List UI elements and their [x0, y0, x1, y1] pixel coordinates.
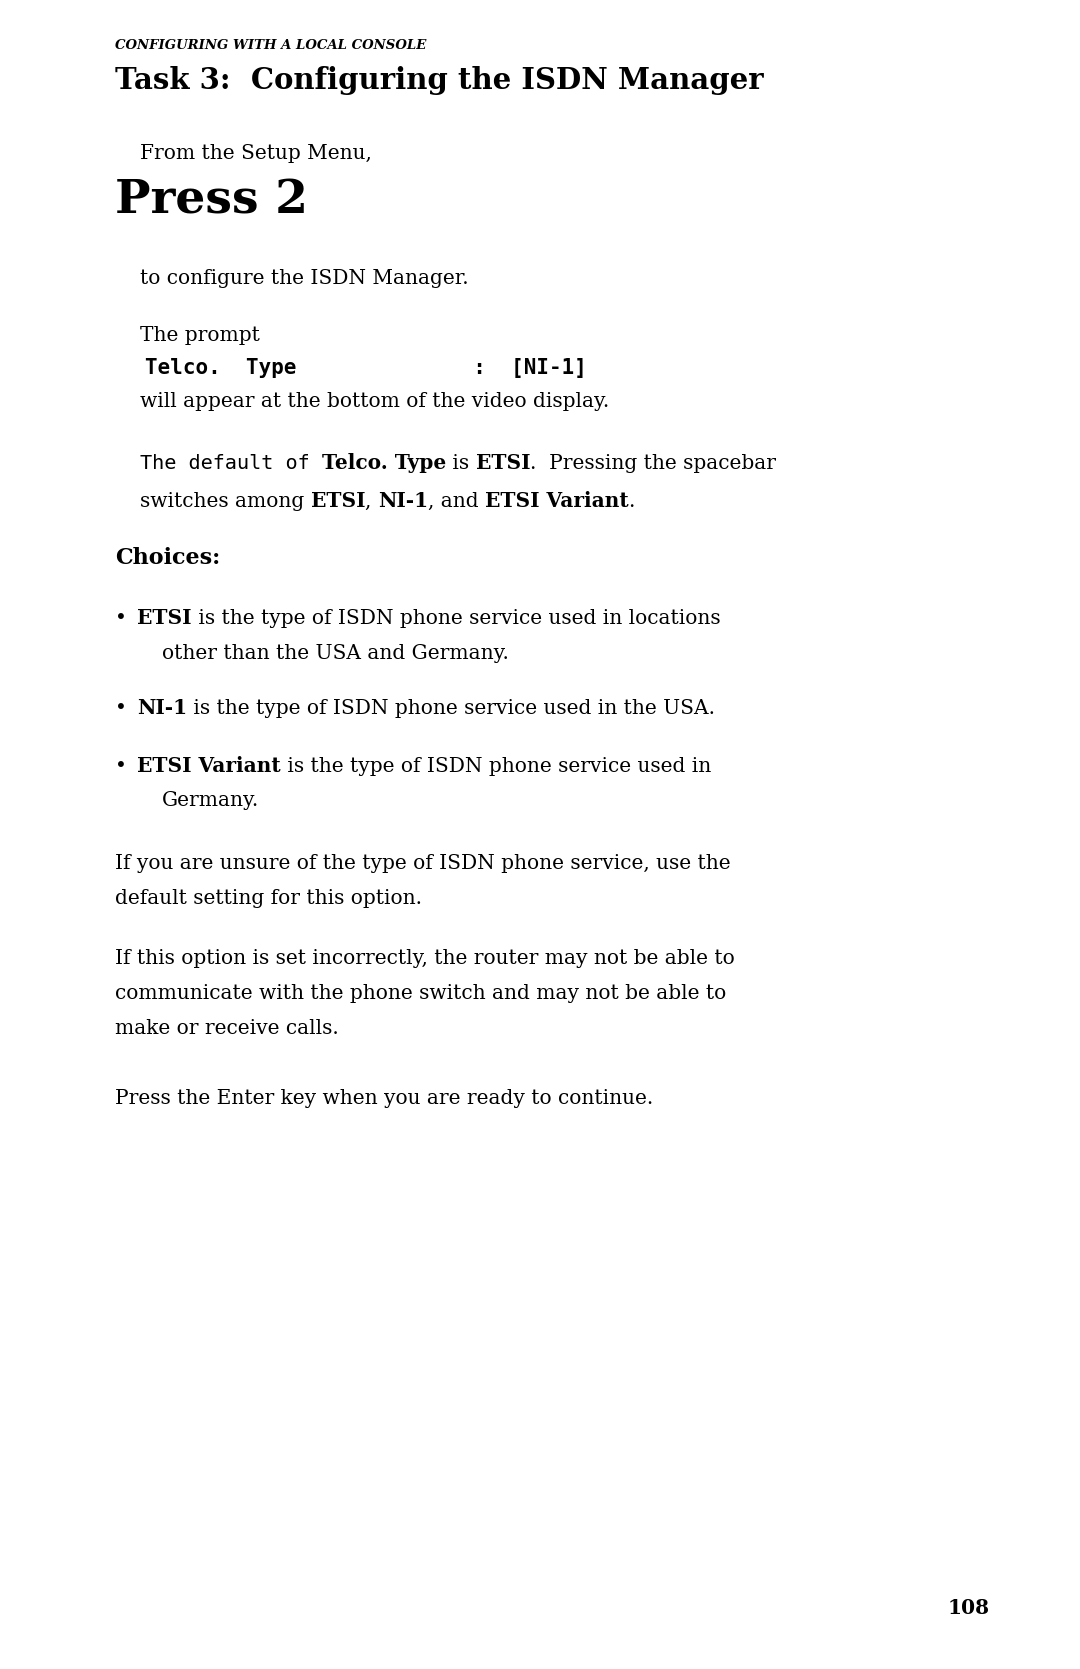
- Text: •: •: [114, 758, 126, 776]
- Text: default setting for this option.: default setting for this option.: [114, 890, 422, 908]
- Text: ETSI Variant: ETSI Variant: [137, 756, 281, 776]
- Text: •: •: [114, 699, 126, 718]
- Text: CONFIGURING WITH A LOCAL CONSOLE: CONFIGURING WITH A LOCAL CONSOLE: [114, 38, 427, 52]
- Text: communicate with the phone switch and may not be able to: communicate with the phone switch and ma…: [114, 985, 726, 1003]
- Text: other than the USA and Germany.: other than the USA and Germany.: [162, 644, 509, 663]
- Text: The default of: The default of: [140, 454, 322, 472]
- Text: ETSI Variant: ETSI Variant: [485, 491, 629, 511]
- Text: NI-1: NI-1: [378, 491, 428, 511]
- Text: From the Setup Menu,: From the Setup Menu,: [140, 144, 372, 164]
- Text: Germany.: Germany.: [162, 791, 259, 809]
- Text: .  Pressing the spacebar: . Pressing the spacebar: [530, 454, 777, 472]
- Text: Press 2: Press 2: [114, 179, 308, 224]
- Text: make or receive calls.: make or receive calls.: [114, 1020, 339, 1038]
- Text: If this option is set incorrectly, the router may not be able to: If this option is set incorrectly, the r…: [114, 950, 734, 968]
- Text: is the type of ISDN phone service used in locations: is the type of ISDN phone service used i…: [191, 609, 720, 628]
- Text: The prompt: The prompt: [140, 325, 260, 345]
- Text: ETSI: ETSI: [137, 608, 191, 628]
- Text: .: .: [629, 492, 635, 511]
- Text: NI-1: NI-1: [137, 698, 187, 718]
- Text: is the type of ISDN phone service used in: is the type of ISDN phone service used i…: [281, 758, 711, 776]
- Text: , and: , and: [428, 492, 485, 511]
- Text: ,: ,: [365, 492, 378, 511]
- Text: Press the Enter key when you are ready to continue.: Press the Enter key when you are ready t…: [114, 1088, 653, 1108]
- Text: is the type of ISDN phone service used in the USA.: is the type of ISDN phone service used i…: [187, 699, 715, 718]
- Text: •: •: [114, 609, 126, 628]
- Text: to configure the ISDN Manager.: to configure the ISDN Manager.: [140, 269, 469, 289]
- Text: If you are unsure of the type of ISDN phone service, use the: If you are unsure of the type of ISDN ph…: [114, 855, 731, 873]
- Text: Choices:: Choices:: [114, 547, 220, 569]
- Text: ETSI: ETSI: [311, 491, 365, 511]
- Text: 108: 108: [948, 1597, 990, 1617]
- Text: Task 3:  Configuring the ISDN Manager: Task 3: Configuring the ISDN Manager: [114, 67, 764, 95]
- Text: will appear at the bottom of the video display.: will appear at the bottom of the video d…: [140, 392, 609, 411]
- Text: is: is: [446, 454, 475, 472]
- Text: switches among: switches among: [140, 492, 311, 511]
- Text: Telco.  Type              :  [NI-1]: Telco. Type : [NI-1]: [145, 357, 586, 377]
- Text: ETSI: ETSI: [475, 452, 530, 472]
- Text: Telco. Type: Telco. Type: [322, 452, 446, 472]
